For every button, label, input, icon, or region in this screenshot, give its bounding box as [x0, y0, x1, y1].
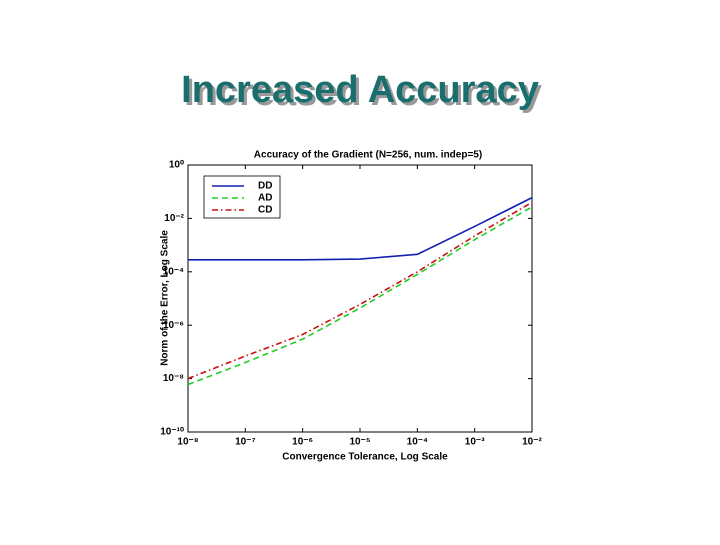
y-tick-label: 10⁻⁶ — [163, 320, 184, 331]
x-tick-label: 10⁻⁵ — [349, 437, 370, 448]
legend-label: CD — [258, 205, 272, 216]
legend-label: DD — [258, 181, 272, 192]
y-tick-label: 10⁻⁴ — [163, 266, 184, 277]
x-tick-label: 10⁻² — [522, 437, 542, 448]
chart-title: Accuracy of the Gradient (N=256, num. in… — [254, 150, 482, 161]
x-axis-label: Convergence Tolerance, Log Scale — [282, 452, 448, 463]
series-line — [188, 196, 533, 261]
legend-label: AD — [258, 193, 272, 204]
x-tick-label: 10⁻⁷ — [235, 437, 256, 448]
slide-title: Increased Accuracy — [181, 69, 539, 111]
y-tick-label: 10⁻² — [164, 213, 184, 224]
x-tick-label: 10⁻⁴ — [407, 437, 428, 448]
legend-box — [203, 175, 281, 219]
y-axis-label: Norm of the Error, Log Scale — [160, 230, 171, 366]
title-shadow: Increased Accuracy — [184, 72, 542, 114]
y-tick-label: 10⁻⁸ — [163, 373, 184, 384]
y-tick-label: 10⁻¹⁰ — [160, 427, 184, 438]
series-line — [187, 206, 533, 386]
x-tick-label: 10⁻³ — [465, 437, 485, 448]
series-line — [187, 201, 533, 380]
x-tick-label: 10⁻⁸ — [177, 437, 198, 448]
x-tick-label: 10⁻⁶ — [292, 437, 313, 448]
y-tick-label: 10⁰ — [169, 160, 184, 171]
